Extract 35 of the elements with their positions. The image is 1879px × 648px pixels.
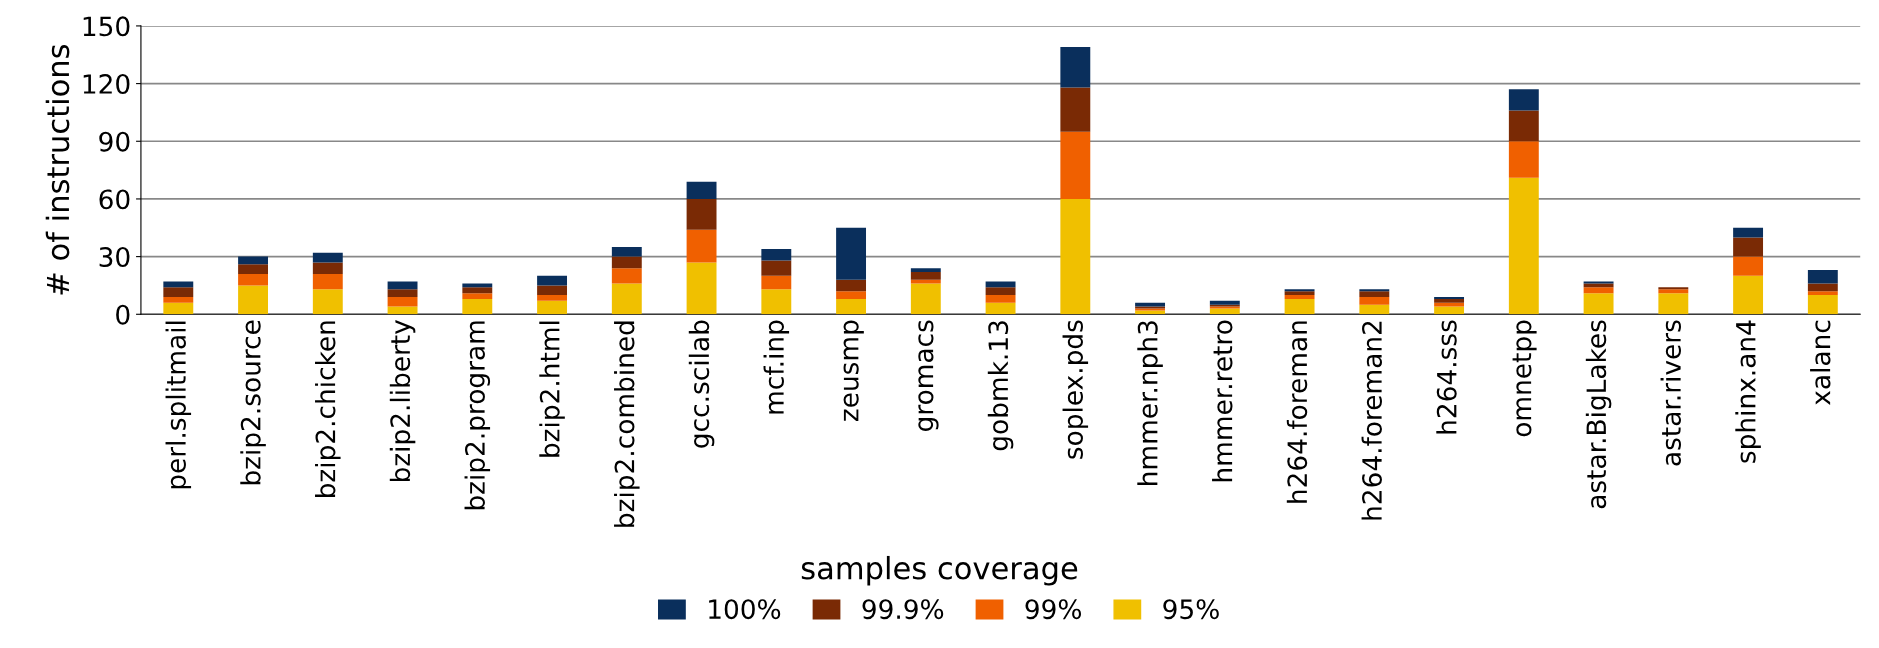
x-tick-label: bzip2.combined (614, 321, 640, 527)
x-tick-label: mcf.inp (763, 320, 790, 414)
x-tick-label: h264.foreman2 (1361, 321, 1382, 520)
y-tick-label: 0 (116, 304, 130, 325)
y-axis-title: # of instructions (45, 44, 70, 295)
x-tick-label: astar.BigLakes (1585, 320, 1612, 509)
x-tick-label: h264.foreman (1286, 321, 1308, 503)
x-tick-label: perl.splitmail (165, 321, 192, 489)
x-tick-label: h264.sss (1436, 320, 1457, 434)
x-tick-label: omnetpp (1512, 320, 1537, 437)
x-tick-label: hmmer.retro (1212, 320, 1233, 482)
legend-title: samples coverage (801, 555, 1078, 586)
x-tick-label: bzip2.liberty (389, 319, 416, 482)
legend-label: 95% (1163, 599, 1219, 620)
legend-label: 100% (709, 599, 781, 620)
x-tick-label: hmmer.nph3 (1137, 321, 1163, 485)
x-tick-label: bzip2.program (464, 321, 491, 510)
y-tick-label: 120 (83, 74, 130, 94)
y-tick-label: 30 (99, 247, 130, 268)
x-tick-label: xalanc (1810, 320, 1831, 405)
legend-label: 99% (1025, 599, 1082, 620)
x-tick-label: gromacs (918, 320, 939, 431)
y-tick-label: 90 (99, 131, 130, 152)
x-tick-label: zeusmp (843, 320, 864, 422)
legend-label: 99.9% (862, 599, 944, 620)
x-tick-label: gcc.scilab (688, 320, 715, 448)
x-tick-label: astar.rivers (1660, 320, 1681, 466)
x-tick-label: bzip2.source (240, 320, 266, 485)
y-tick-label: 150 (83, 16, 130, 37)
x-tick-label: sphinx.an4 (1735, 320, 1761, 463)
x-tick-label: gobmk.13 (987, 321, 1014, 451)
x-tick-label: soplex.pds (1062, 320, 1089, 459)
x-tick-label: bzip2.html (539, 321, 565, 457)
x-tick-label: bzip2.chicken (315, 321, 341, 497)
y-tick-label: 60 (99, 189, 130, 210)
